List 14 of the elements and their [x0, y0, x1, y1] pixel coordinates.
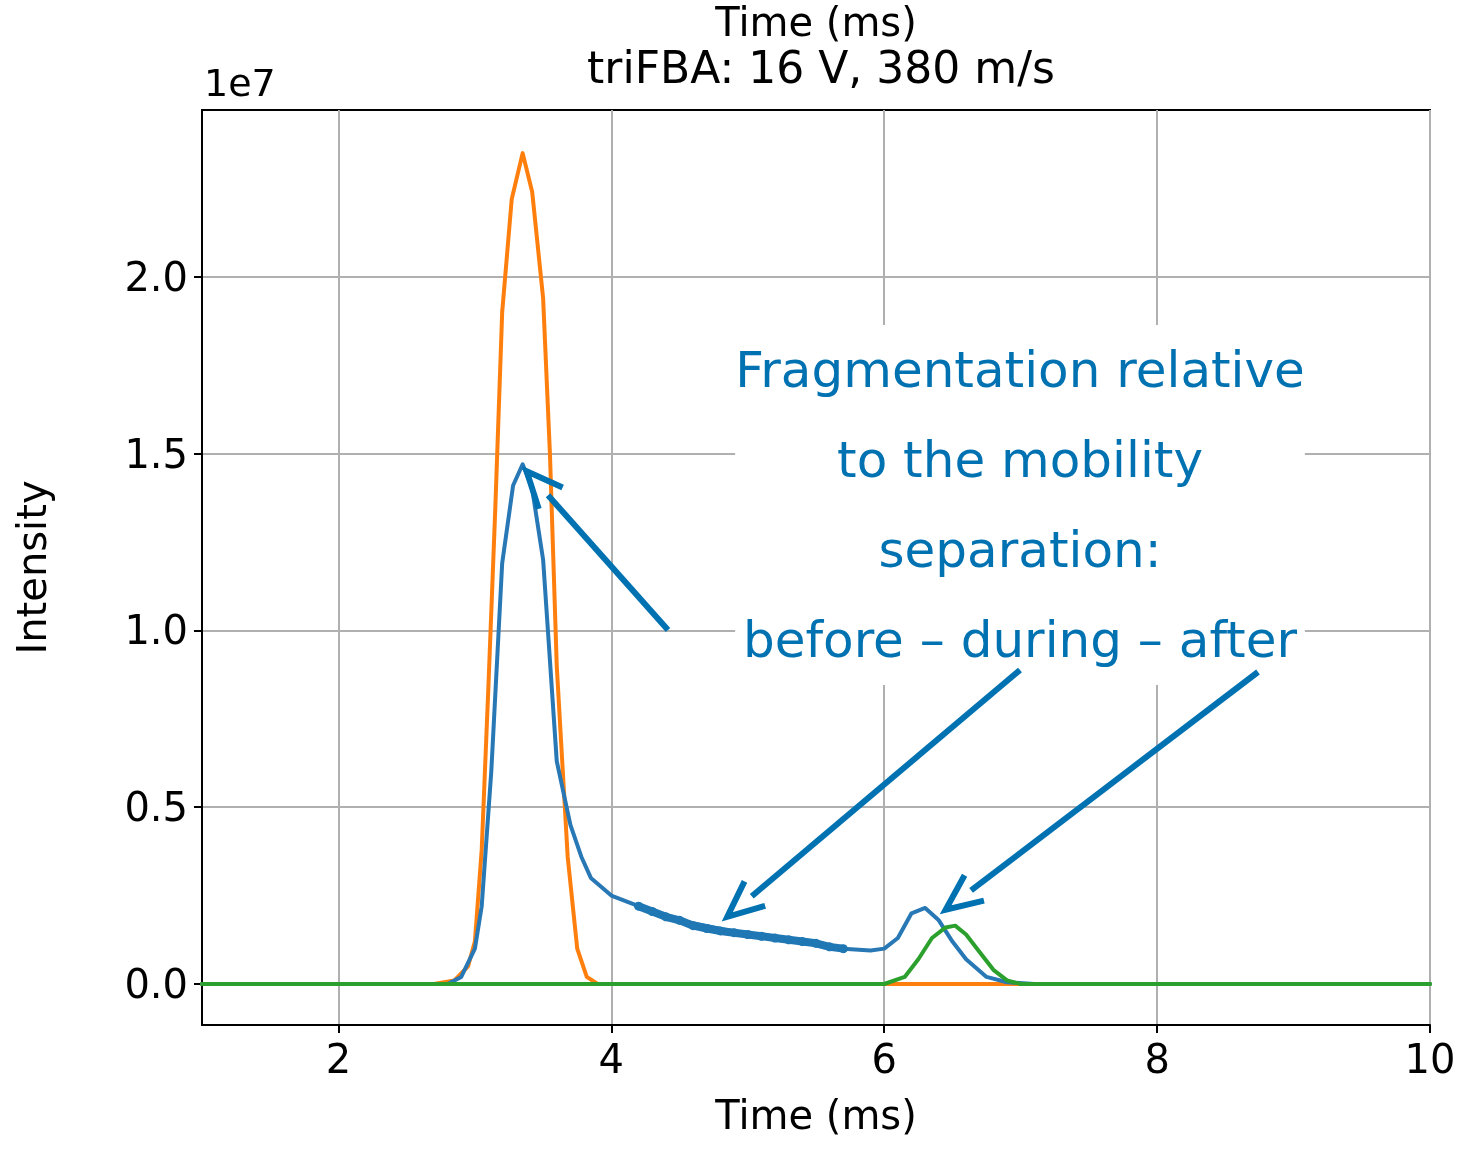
y-axis-title: Intensity — [9, 480, 55, 655]
x-tick-label: 4 — [598, 1036, 625, 1082]
y-tick-label: 2.0 — [124, 253, 188, 300]
text: 1e7 — [204, 61, 276, 105]
annotation: Fragmentation relative to the mobility separation: before – during – after — [735, 341, 1305, 669]
x-tick-label: 10 — [1404, 1036, 1456, 1082]
x-tick-label: 2 — [325, 1036, 352, 1082]
y-tick-label: 1.0 — [124, 607, 188, 654]
y-tick-label: 1.5 — [124, 430, 188, 477]
y-tick-label: 0.0 — [124, 960, 188, 1007]
x-axis-title: Time (ms) — [714, 1092, 917, 1138]
y-tick-label: 0.5 — [124, 784, 188, 831]
x-tick-label: 6 — [871, 1036, 897, 1082]
x-tick-label: 8 — [1144, 1036, 1170, 1082]
